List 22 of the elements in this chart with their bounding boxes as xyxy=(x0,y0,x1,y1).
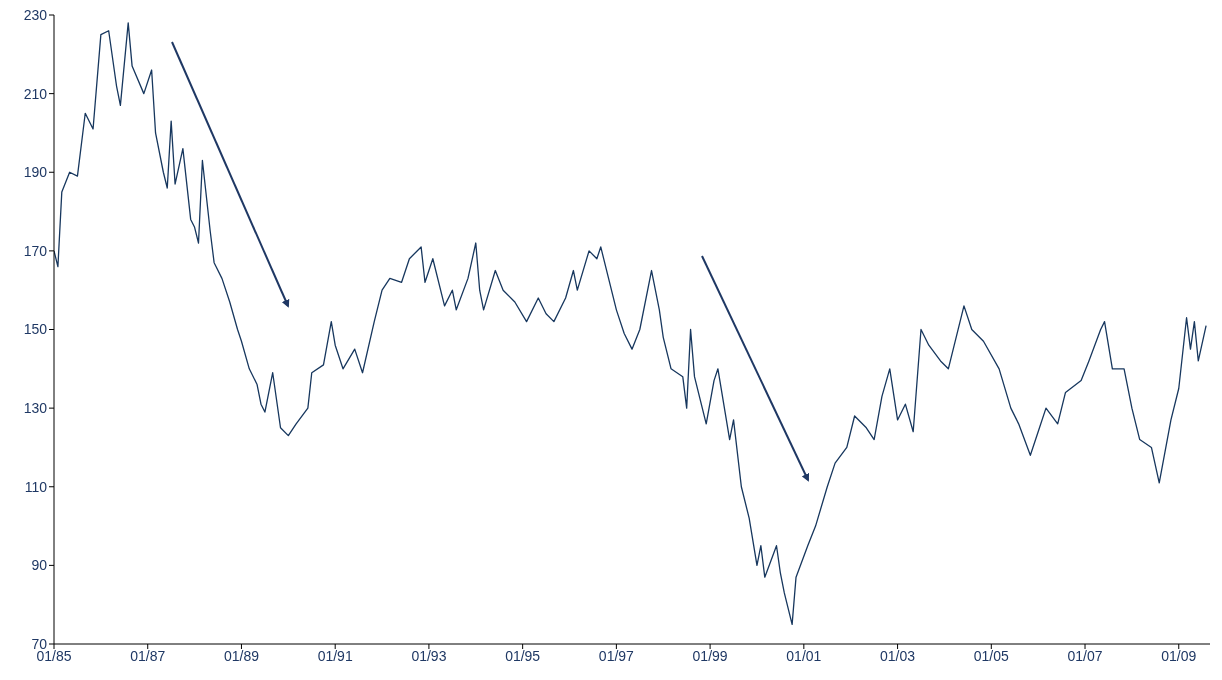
x-tick-label: 01/03 xyxy=(880,647,916,664)
x-tick-label: 01/89 xyxy=(223,647,260,664)
y-tick-label: 230 xyxy=(23,6,48,23)
y-tick-label: 150 xyxy=(23,321,48,338)
x-tick-label: 01/99 xyxy=(692,647,728,664)
x-tick-label: 01/95 xyxy=(505,647,541,664)
y-tick-label: 210 xyxy=(23,85,48,102)
y-tick-label: 90 xyxy=(31,557,48,574)
y-tick-label: 190 xyxy=(23,164,48,181)
x-tick-label: 01/09 xyxy=(1161,647,1197,664)
line-series xyxy=(54,22,1207,625)
x-tick-label: 01/97 xyxy=(598,647,635,664)
x-tick-label: 01/01 xyxy=(786,647,822,664)
y-tick-label: 70 xyxy=(31,635,48,652)
y-tick-label: 170 xyxy=(23,242,48,259)
y-tick-label: 110 xyxy=(24,478,48,495)
x-tick-label: 01/05 xyxy=(973,647,1010,664)
x-tick-label: 01/87 xyxy=(130,647,166,664)
x-tick-label: 01/91 xyxy=(317,647,353,664)
x-tick-label: 01/07 xyxy=(1067,647,1103,664)
y-tick-label: 130 xyxy=(23,400,48,417)
x-tick-label: 01/93 xyxy=(411,647,447,664)
